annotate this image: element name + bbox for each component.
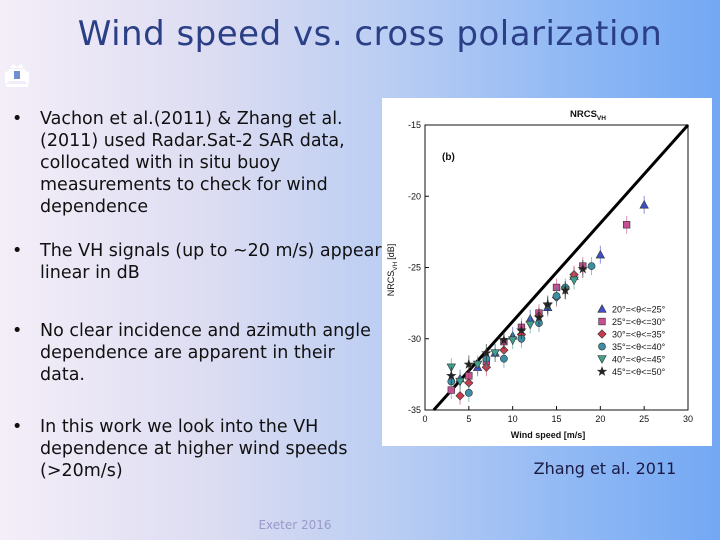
data-point bbox=[490, 349, 500, 358]
y-tick-label: -35 bbox=[408, 405, 421, 415]
data-point bbox=[500, 354, 508, 363]
bullet-item: • Vachon et al.(2011) & Zhang et al. (20… bbox=[10, 108, 382, 218]
data-point bbox=[472, 360, 483, 370]
legend-marker bbox=[598, 342, 606, 351]
data-point bbox=[455, 391, 465, 401]
footer-text: Exeter 2016 bbox=[258, 518, 332, 532]
data-point bbox=[587, 262, 596, 270]
bullet-item: • The VH signals (up to ~20 m/s) appear … bbox=[10, 240, 382, 284]
panel-label: (b) bbox=[442, 152, 455, 163]
data-point bbox=[446, 370, 457, 381]
legend-label: 45°=<θ<=50° bbox=[612, 367, 666, 377]
legend-label: 20°=<θ<=25° bbox=[612, 305, 666, 315]
data-point bbox=[542, 299, 553, 310]
x-tick-label: 15 bbox=[551, 414, 561, 424]
x-tick-label: 30 bbox=[683, 414, 693, 424]
y-axis-label: NRCSVH[dB] bbox=[386, 244, 399, 297]
bullet-dot-icon: • bbox=[12, 241, 23, 261]
bullet-text: Vachon et al.(2011) & Zhang et al. (2011… bbox=[40, 109, 345, 217]
crest-icon bbox=[5, 64, 29, 87]
data-point bbox=[507, 336, 518, 345]
data-point bbox=[481, 347, 492, 358]
bullet-text: No clear incidence and azimuth angle dep… bbox=[40, 321, 371, 385]
data-point bbox=[464, 389, 473, 397]
data-point bbox=[560, 284, 571, 295]
scatter-chart: 0 5 10 15 20 25 30 -15 -20 -25 -30 -35 20°=<θ<=25° 2… bbox=[386, 109, 693, 440]
data-point bbox=[525, 320, 535, 330]
bullet-item: • No clear incidence and azimuth angle d… bbox=[10, 320, 382, 386]
legend-label: 30°=<θ<=35° bbox=[612, 330, 666, 340]
data-point bbox=[595, 249, 606, 259]
legend-marker bbox=[597, 304, 607, 313]
data-point bbox=[569, 276, 579, 286]
legend-marker bbox=[598, 317, 606, 326]
bullet-dot-icon: • bbox=[12, 417, 23, 437]
x-tick-label: 0 bbox=[422, 414, 427, 424]
y-tick-label: -25 bbox=[408, 263, 421, 273]
bullet-dot-icon: • bbox=[12, 321, 23, 341]
legend-label: 40°=<θ<=45° bbox=[612, 355, 666, 365]
bullet-text: In this work we look into the VH depende… bbox=[40, 417, 348, 481]
legend-marker bbox=[596, 366, 608, 376]
data-point bbox=[455, 377, 465, 387]
data-point bbox=[463, 358, 475, 369]
chart-figure: 0 5 10 15 20 25 30 -15 -20 -25 -30 -35 20°=<θ<=25° 2… bbox=[382, 98, 712, 446]
legend-label: 35°=<θ<=40° bbox=[612, 342, 666, 352]
x-tick-label: 5 bbox=[466, 414, 471, 424]
x-tick-label: 25 bbox=[639, 414, 649, 424]
data-point bbox=[622, 221, 631, 229]
slide-title: Wind speed vs. cross polarization bbox=[77, 14, 663, 54]
data-point bbox=[577, 263, 589, 274]
data-point bbox=[498, 334, 510, 345]
data-point bbox=[516, 324, 527, 335]
bullet-text: The VH signals (up to ~20 m/s) appear li… bbox=[40, 241, 382, 283]
x-tick-label: 20 bbox=[595, 414, 605, 424]
x-axis-label: Wind speed [m/s] bbox=[511, 430, 585, 440]
y-tick-label: -15 bbox=[408, 120, 421, 130]
data-point bbox=[639, 199, 649, 209]
bullet-item: • In this work we look into the VH depen… bbox=[10, 416, 382, 482]
chart-title: NRCSVH bbox=[570, 109, 606, 122]
y-tick-label: -20 bbox=[408, 191, 421, 201]
y-tick-label: -30 bbox=[408, 334, 421, 344]
data-point bbox=[533, 311, 545, 322]
bullet-dot-icon: • bbox=[12, 109, 23, 129]
legend-marker bbox=[597, 355, 607, 364]
figure-caption: Zhang et al. 2011 bbox=[533, 459, 677, 478]
legend-marker bbox=[597, 329, 607, 339]
data-point bbox=[552, 292, 561, 300]
x-tick-label: 10 bbox=[508, 414, 518, 424]
legend-label: 25°=<θ<=30° bbox=[612, 317, 666, 327]
